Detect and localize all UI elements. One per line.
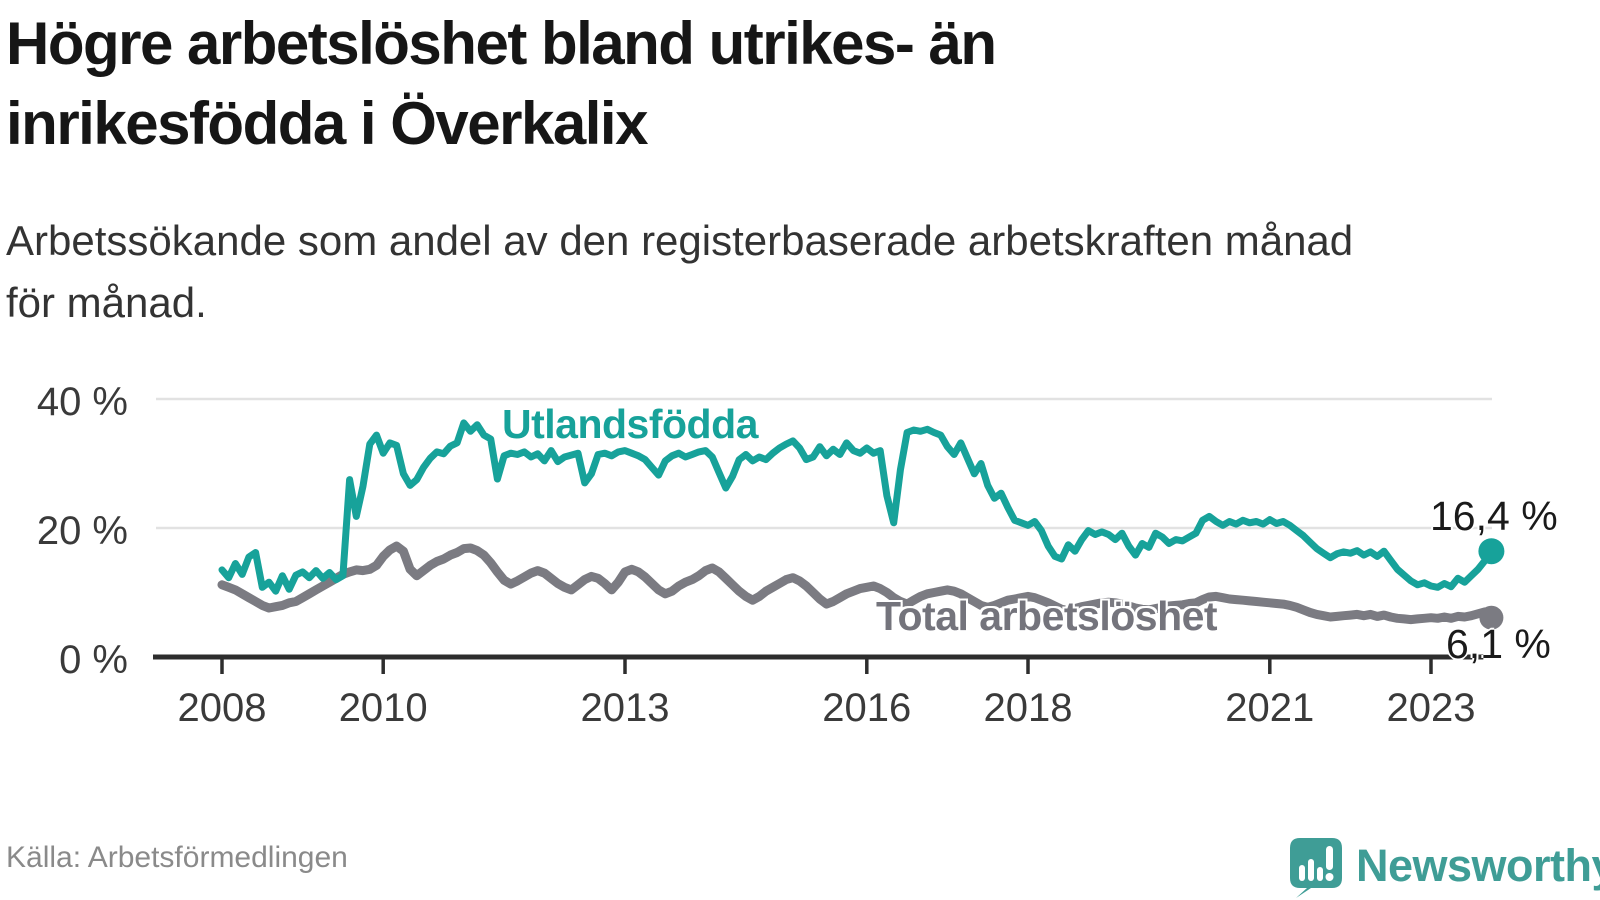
newsworthy-logo-text: Newsworthy [1356, 840, 1600, 891]
newsworthy-speech-bubble-chart-icon [1290, 838, 1342, 898]
end-value-label-total: 6,1 % [1446, 621, 1551, 667]
chart-subtitle-line1: Arbetssökande som andel av den registerb… [6, 217, 1354, 264]
x-axis-label: 2010 [338, 686, 428, 730]
series-label-utlandsfodda: Utlandsfödda [502, 401, 758, 447]
source-attribution: Källa: Arbetsförmedlingen [6, 841, 348, 874]
y-axis-label: 0 % [59, 638, 128, 682]
end-value-label-utlandsfodda: 16,4 % [1430, 493, 1558, 539]
chart-subtitle-line2: för månad. [6, 279, 207, 326]
newsworthy-logo: Newsworthy [1288, 836, 1600, 898]
x-axis-label: 2008 [177, 686, 267, 730]
series-end-dot-total-arbetsl-shet [1479, 605, 1504, 630]
x-axis-label: 2023 [1386, 686, 1476, 730]
series-label-total-arbetsloshet: Total arbetslöshet [876, 593, 1218, 639]
series-end-dot-utlandsf-dda [1478, 538, 1505, 565]
x-axis-label: 2021 [1225, 686, 1315, 730]
chart-title: Högre arbetslöshet bland utrikes- än inr… [6, 4, 997, 164]
x-axis-label: 2013 [580, 686, 670, 730]
series-line-utlandsf-dda [218, 419, 1495, 595]
chart-subtitle: Arbetssökande som andel av den registerb… [6, 210, 1353, 334]
chart-title-line1: Högre arbetslöshet bland utrikes- än [6, 10, 997, 77]
y-axis-label: 40 % [36, 380, 128, 424]
chart-title-line2: inrikesfödda i Överkalix [6, 90, 648, 157]
x-axis-label: 2018 [983, 686, 1073, 730]
x-axis-label: 2016 [822, 686, 912, 730]
series-line-total-arbetsl-shet [217, 541, 1496, 625]
y-axis-label: 20 % [36, 509, 128, 553]
